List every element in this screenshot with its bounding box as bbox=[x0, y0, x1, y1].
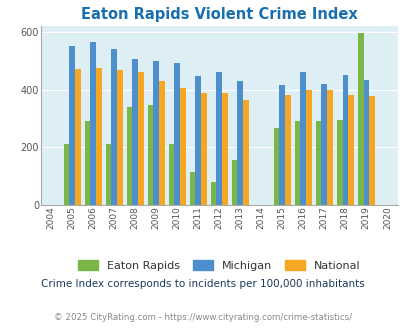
Bar bbox=[174, 63, 179, 205]
Bar bbox=[96, 68, 101, 205]
Bar bbox=[273, 128, 279, 205]
Bar bbox=[305, 90, 311, 205]
Bar bbox=[126, 107, 132, 205]
Bar bbox=[231, 160, 237, 205]
Bar bbox=[279, 85, 284, 205]
Text: © 2025 CityRating.com - https://www.cityrating.com/crime-statistics/: © 2025 CityRating.com - https://www.city… bbox=[54, 313, 351, 322]
Bar bbox=[147, 106, 153, 205]
Bar bbox=[105, 144, 111, 205]
Bar bbox=[179, 88, 185, 205]
Bar bbox=[368, 96, 374, 205]
Bar bbox=[315, 121, 321, 205]
Bar bbox=[216, 72, 222, 205]
Bar bbox=[168, 144, 174, 205]
Bar bbox=[321, 84, 326, 205]
Legend: Eaton Rapids, Michigan, National: Eaton Rapids, Michigan, National bbox=[77, 260, 360, 271]
Bar bbox=[111, 50, 117, 205]
Bar bbox=[284, 94, 290, 205]
Bar bbox=[138, 72, 143, 205]
Bar bbox=[294, 121, 300, 205]
Bar bbox=[132, 59, 138, 205]
Bar bbox=[300, 72, 305, 205]
Bar bbox=[342, 75, 347, 205]
Bar bbox=[362, 80, 368, 205]
Bar bbox=[64, 144, 69, 205]
Bar bbox=[84, 121, 90, 205]
Bar bbox=[243, 100, 248, 205]
Bar bbox=[222, 93, 227, 205]
Bar bbox=[357, 33, 362, 205]
Bar bbox=[347, 95, 353, 205]
Bar bbox=[210, 182, 216, 205]
Bar bbox=[69, 46, 75, 205]
Bar bbox=[200, 92, 206, 205]
Bar bbox=[153, 61, 159, 205]
Bar bbox=[336, 120, 342, 205]
Bar bbox=[159, 81, 164, 205]
Bar bbox=[117, 70, 122, 205]
Bar bbox=[237, 81, 243, 205]
Bar bbox=[195, 76, 200, 205]
Bar bbox=[189, 172, 195, 205]
Bar bbox=[326, 90, 332, 205]
Title: Eaton Rapids Violent Crime Index: Eaton Rapids Violent Crime Index bbox=[81, 8, 357, 22]
Bar bbox=[90, 42, 96, 205]
Bar bbox=[75, 69, 81, 205]
Text: Crime Index corresponds to incidents per 100,000 inhabitants: Crime Index corresponds to incidents per… bbox=[41, 279, 364, 289]
